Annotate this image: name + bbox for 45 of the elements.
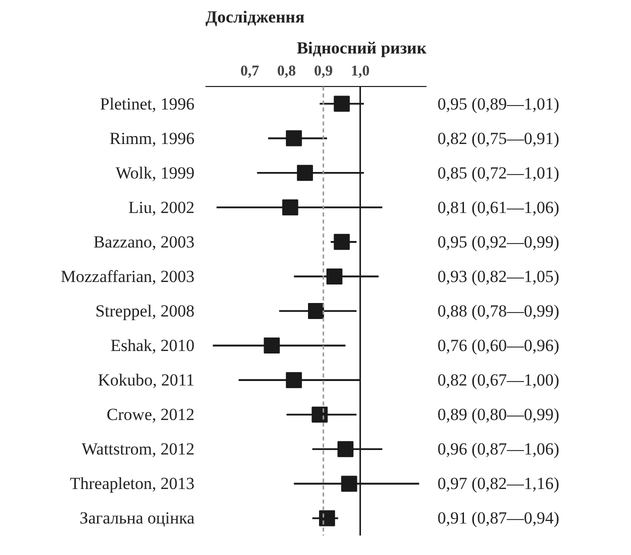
- point: [337, 441, 354, 458]
- y-tick-label: Pletinet, 1996: [100, 94, 195, 114]
- data-label: 0,85 (0,72—1,01): [438, 163, 560, 182]
- data-label: 0,95 (0,92—0,99): [438, 232, 560, 252]
- point: [334, 96, 350, 112]
- y-tick-label: Kokubo, 2011: [98, 370, 195, 390]
- y-tick-label: Rimm, 1996: [109, 128, 195, 148]
- data-label: 0,95 (0,89—1,01): [438, 94, 560, 114]
- x-tick-label: 1,0: [350, 64, 370, 80]
- point: [264, 338, 280, 354]
- x-tick-label: 0,7: [240, 64, 260, 80]
- y-tick-label: Bazzano, 2003: [93, 232, 195, 252]
- point: [282, 199, 298, 216]
- point: [326, 268, 342, 284]
- y-tick-label: Eshak, 2010: [110, 336, 194, 356]
- y-tick-label: Liu, 2002: [128, 198, 194, 217]
- y-tick-label: Загальна оцінка: [80, 508, 195, 528]
- y2-axis-title: Відносний ризик: [296, 38, 427, 58]
- data-label: 0,96 (0,87—1,06): [438, 440, 560, 459]
- data-label: 0,97 (0,82—1,16): [438, 474, 560, 494]
- data-label: 0,88 (0,78—0,99): [438, 302, 560, 320]
- y-tick-label: Crowe, 2012: [106, 405, 195, 424]
- y-tick-label: Mozzaffarian, 2003: [60, 266, 195, 286]
- point: [341, 476, 358, 492]
- point: [286, 130, 302, 146]
- point: [334, 234, 350, 250]
- data-label: 0,82 (0,75—0,91): [438, 128, 560, 148]
- data-label: 0,82 (0,67—1,00): [438, 370, 560, 390]
- y-tick-label: Streppel, 2008: [95, 302, 195, 320]
- data-label: 0,76 (0,60—0,96): [438, 336, 560, 356]
- point: [286, 372, 302, 388]
- point: [312, 406, 328, 423]
- y-tick-label: Wattstrom, 2012: [82, 440, 195, 459]
- y-tick-label: Threapleton, 2013: [70, 474, 195, 494]
- point: [308, 303, 324, 319]
- y-axis-title: Дослідження: [206, 8, 305, 26]
- data-label: 0,93 (0,82—1,05): [438, 266, 560, 286]
- point: [319, 510, 336, 526]
- data-label: 0,81 (0,61—1,06): [438, 198, 560, 217]
- x-tick-label: 0,8: [277, 64, 296, 80]
- point: [296, 164, 313, 181]
- y-tick-label: Wolk, 1999: [116, 163, 195, 182]
- x-tick-label: 0,9: [314, 64, 333, 80]
- data-label: 0,91 (0,87—0,94): [438, 508, 560, 528]
- data-label: 0,89 (0,80—0,99): [438, 405, 560, 424]
